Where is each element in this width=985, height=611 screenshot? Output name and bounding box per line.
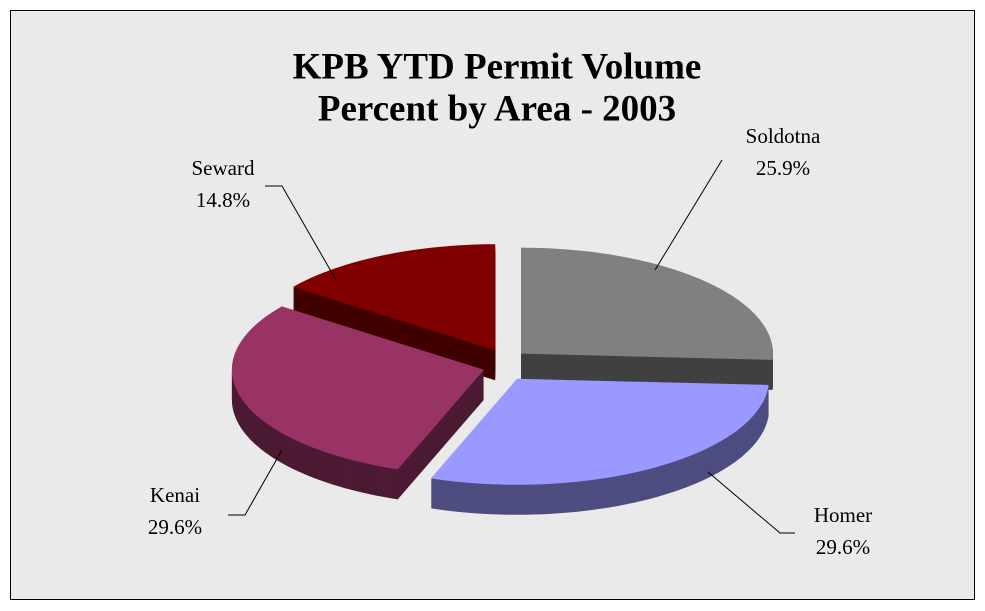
slice-label: Soldotna (746, 124, 821, 148)
slice (430, 378, 769, 485)
slice (292, 244, 496, 351)
slice-value-label: 14.8% (196, 188, 250, 212)
leader-line (654, 159, 723, 271)
chart-title: Percent by Area - 2003 (318, 88, 676, 129)
slice-label: Homer (814, 503, 872, 527)
slice-value-label: 29.6% (816, 535, 870, 559)
slice (231, 306, 484, 470)
chart-title: KPB YTD Permit Volume (293, 46, 702, 87)
leader-line (707, 471, 795, 534)
slice-value-label: 25.9% (756, 156, 810, 180)
slice-value-label: 29.6% (148, 515, 202, 539)
slice-label: Kenai (150, 483, 200, 507)
slice (521, 247, 773, 360)
leader-line (265, 185, 337, 281)
pie (231, 244, 773, 515)
slice-label: Seward (192, 156, 255, 180)
leader-line (228, 449, 283, 516)
labels: Soldotna 25.9% Homer 29.6% Kenai 29.6% Seward 1… (148, 124, 872, 559)
